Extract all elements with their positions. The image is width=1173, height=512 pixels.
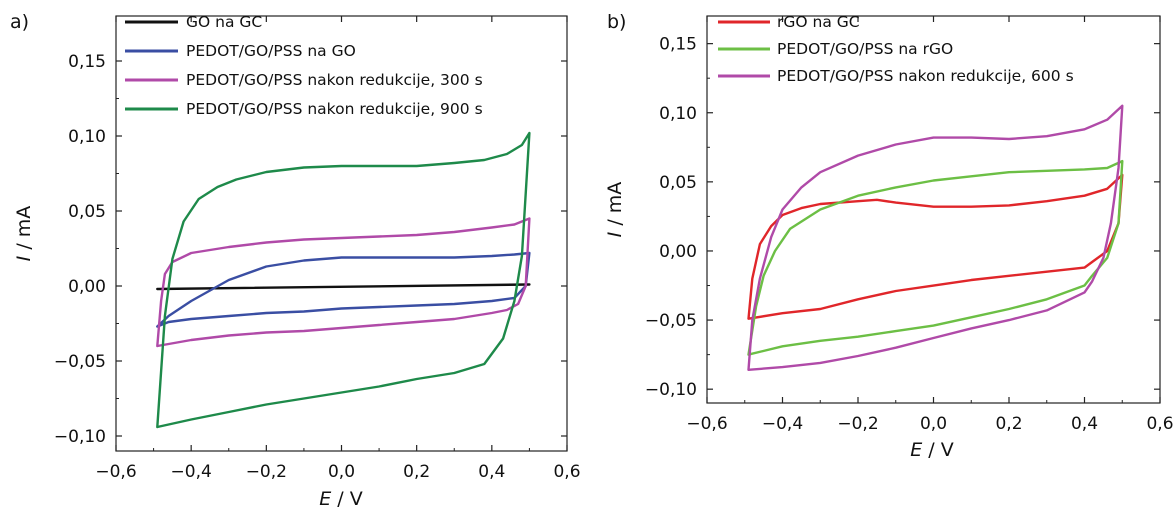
panel-a-ytick-label: 0,15 <box>68 52 106 72</box>
panel-b-xtick-label: 0,4 <box>1071 414 1098 434</box>
panel-b-ytick-label: −0,05 <box>645 311 697 331</box>
panel-a-xtick-label: −0,6 <box>95 462 136 482</box>
panel-a-legend-label: PEDOT/GO/PSS nakon redukcije, 300 s <box>186 71 483 89</box>
panel-b-legend-label: PEDOT/GO/PSS na rGO <box>777 40 953 58</box>
panel-b-xtick-label: 0,0 <box>920 414 947 434</box>
panel-a-ylabel: I / mA <box>13 206 35 262</box>
panel-b-xtick-label: 0,2 <box>995 414 1022 434</box>
panel-b-xtick-label: −0,2 <box>837 414 878 434</box>
panel-a-series-4 <box>156 131 531 429</box>
panel-a-ytick-label: 0,00 <box>68 277 106 297</box>
panel-b-chart: b) −0,6 −0,4 −0,2 0,0 0,2 0,4 0,6 −0,10 −0,05 0,00… <box>604 11 1173 461</box>
panel-a-legend-label: PEDOT/GO/PSS na GO <box>186 42 356 60</box>
panel-b-ytick-label: 0,05 <box>659 173 697 193</box>
panel-b-ytick-label: −0,10 <box>645 380 697 400</box>
panel-a-xtick-label: −0,2 <box>246 462 287 482</box>
panel-a-series-3 <box>156 217 531 348</box>
panel-a-ytick-label: −0,05 <box>54 352 106 372</box>
panel-a-ytick-label: −0,10 <box>54 427 106 447</box>
panel-a-series-1 <box>156 283 531 291</box>
panel-a-ytick-label: 0,05 <box>68 202 106 222</box>
panel-b-ytick-label: 0,15 <box>659 35 697 55</box>
panel-b-series-1 <box>747 173 1124 320</box>
panel-a-ytick-label: 0,10 <box>68 127 106 147</box>
panel-a-xtick-label: 0,4 <box>478 462 505 482</box>
panel-b-legend-label: PEDOT/GO/PSS nakon redukcije, 600 s <box>777 67 1074 85</box>
panel-b-ylabel: I / mA <box>604 182 626 238</box>
panel-a-xtick-label: 0,6 <box>553 462 580 482</box>
panel-b-label: b) <box>607 11 626 33</box>
panel-a-xlabel: E / V <box>319 488 363 510</box>
panel-b-ytick-label: 0,00 <box>659 242 697 262</box>
panel-b-ytick-label: 0,10 <box>659 104 697 124</box>
panel-b-xlabel: E / V <box>910 439 954 461</box>
panel-a-xtick-label: 0,0 <box>328 462 355 482</box>
panel-a-xtick-label: 0,2 <box>403 462 430 482</box>
panel-a-label: a) <box>10 11 29 33</box>
panel-a-xtick-label: −0,4 <box>171 462 212 482</box>
panel-b-legend-label: rGO na GC <box>777 13 860 31</box>
panel-b-xtick-label: −0,6 <box>686 414 727 434</box>
panel-a-legend-label: GO na GC <box>186 13 262 31</box>
panel-b-series-2 <box>747 159 1124 356</box>
panel-a-chart: a) −0,6 −0,4 −0,2 0,0 0,2 0,4 0,6 −0,10 −0,05 0,00… <box>10 11 581 510</box>
panel-a-legend-label: PEDOT/GO/PSS nakon redukcije, 900 s <box>186 100 483 118</box>
panel-b-xtick-label: −0,4 <box>762 414 803 434</box>
panel-b-xtick-label: 0,6 <box>1146 414 1173 434</box>
panel-b-series-3 <box>747 104 1124 371</box>
